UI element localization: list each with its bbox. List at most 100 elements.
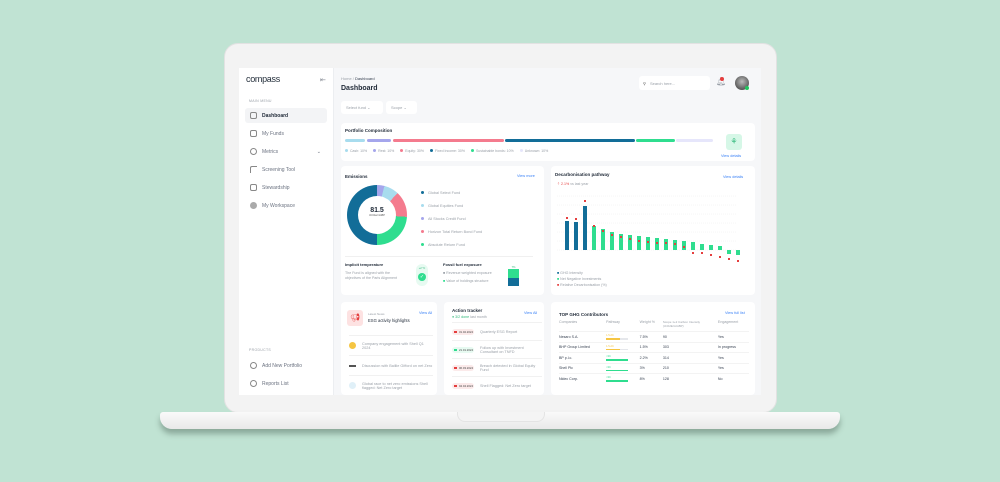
table-row[interactable]: Nidec Corp. <2C 8% 128 No xyxy=(559,373,749,384)
contributors-view-full-list-link[interactable]: View full list xyxy=(725,311,745,315)
action-item[interactable]: 04.04.2024 Shell Flagged: Net Zero target xyxy=(452,376,542,394)
fossil-item-revenue: ■ Revenue weighted exposure xyxy=(443,271,492,275)
bar-rest xyxy=(367,139,391,142)
notification-bell-icon[interactable]: 🔔︎ xyxy=(716,77,727,86)
app-screen: compass ⇤ MAIN MENU Dashboard My Funds M… xyxy=(239,68,761,395)
implicit-temperature-title: Implicit temperature xyxy=(345,262,384,267)
search-input[interactable]: ⚲ Search here... xyxy=(639,76,710,90)
chevron-down-icon: ⌄ xyxy=(316,148,321,155)
screening-icon xyxy=(250,166,257,173)
emissions-center-value: 81.5 xyxy=(370,207,384,214)
emissions-center-unit: tCO2e/mGBP xyxy=(369,214,385,217)
sidebar-item-stewardship[interactable]: Stewardship xyxy=(245,180,327,195)
action-item[interactable]: 21.01.2024 Follow up with Investment Cons… xyxy=(452,340,542,358)
bar-equity xyxy=(393,139,504,142)
online-status-dot xyxy=(745,86,749,90)
fossil-stacked-bar: 7% xyxy=(508,266,519,288)
sidebar-item-screening-tool[interactable]: Screening Tool xyxy=(245,162,327,177)
logo: compass xyxy=(246,74,280,84)
news-title: ESG activity highlights xyxy=(368,318,410,323)
fossil-item-holdings: ■ Value of holdings structure xyxy=(443,279,489,283)
decarb-change: ⇡ 2.1% vs last year xyxy=(557,182,589,186)
news-item[interactable]: Global race to net zero emissions Shell … xyxy=(349,375,433,395)
breadcrumb-current: Dashboard xyxy=(355,76,375,81)
action-done-status: ● 3/2 done last month xyxy=(452,315,487,319)
decarb-view-details-link[interactable]: View details xyxy=(723,175,744,179)
action-tracker-card: Action tracker View All ● 3/2 done last … xyxy=(444,302,544,395)
megaphone-icon: 📢︎ xyxy=(347,310,363,326)
legend-horizon-fund: Horizon Total Return Bond Fund xyxy=(421,225,482,238)
sidebar: compass ⇤ MAIN MENU Dashboard My Funds M… xyxy=(239,68,334,395)
sidebar-item-dashboard[interactable]: Dashboard xyxy=(245,108,327,123)
emissions-donut-chart: 81.5 tCO2e/mGBP xyxy=(347,185,407,245)
search-icon: ⚲ xyxy=(643,80,646,86)
action-view-all-link[interactable]: View All xyxy=(524,311,538,315)
news-view-all-link[interactable]: View All xyxy=(419,311,433,315)
portfolio-view-details-link[interactable]: View details xyxy=(721,154,742,158)
decarbonisation-card: Decarbonisation pathway View details ⇡ 2… xyxy=(551,166,755,295)
products-label: PRODUCTS xyxy=(249,348,272,352)
workspace-icon xyxy=(250,202,257,209)
home-icon xyxy=(250,112,257,119)
add-circle-icon xyxy=(250,362,257,369)
contributors-title: TOP GHG Contributors xyxy=(559,312,609,317)
breadcrumb-home[interactable]: Home xyxy=(341,76,352,81)
fossil-fuel-title: Fossil fuel exposure xyxy=(443,262,482,267)
decarb-title: Decarbonisation pathway xyxy=(555,172,610,177)
bar-fixed-income xyxy=(505,139,635,142)
news-kicker: Latest News xyxy=(368,312,385,316)
temperature-badge: +2 °C ✓ xyxy=(416,264,428,286)
action-item[interactable]: 31.02.2024 Quarterly ESG Report xyxy=(452,322,542,340)
news-item[interactable]: Discussion with Baillie Gifford on net Z… xyxy=(349,355,433,375)
portfolio-legend: Cash: 10% Rest: 10% Equity: 30% Fixed In… xyxy=(345,149,548,153)
fund-select[interactable]: Select fund ⌄ xyxy=(341,101,383,114)
emissions-title: Emissions xyxy=(345,174,368,179)
table-row[interactable]: BP p.l.c. <2C 2.2% 314 Yes xyxy=(559,352,749,363)
avatar[interactable] xyxy=(735,76,749,90)
laptop-notch xyxy=(457,412,545,422)
main-menu-label: MAIN MENU xyxy=(249,99,272,103)
funds-icon xyxy=(250,130,257,137)
sidebar-item-metrics[interactable]: Metrics ⌄ xyxy=(245,144,327,159)
implicit-temperature-text: The Fund is aligned with the objectives … xyxy=(345,271,397,280)
baillie-gifford-logo-icon xyxy=(349,364,356,367)
sprout-icon: ⚘ xyxy=(726,134,742,150)
decarb-bar-chart xyxy=(557,195,740,262)
bar-cash xyxy=(345,139,365,142)
laptop-base xyxy=(160,412,840,429)
contributors-table: Companies Pathway Weight % Scope 1+2 Car… xyxy=(559,320,749,384)
table-row[interactable]: Nesaro S.A. 1.5-2C 7.5% 90 Yes xyxy=(559,331,749,342)
reports-icon xyxy=(250,380,257,387)
metrics-icon xyxy=(250,148,257,155)
emissions-card: Emissions View more 81.5 tCO2e/mGBP Glob… xyxy=(341,166,544,295)
scope-select[interactable]: Scope ⌄ xyxy=(386,101,417,114)
portfolio-composition-card: Portfolio Composition Cash: 10% Rest: 10… xyxy=(341,123,755,161)
sidebar-item-my-funds[interactable]: My Funds xyxy=(245,126,327,141)
table-row[interactable]: Shell Plc <2C 3% 210 Yes xyxy=(559,362,749,374)
sidebar-item-my-workspace[interactable]: My Workspace xyxy=(245,198,327,213)
legend-absolute-return-fund: Absolute Return Fund xyxy=(421,238,482,251)
notification-badge xyxy=(720,77,724,81)
action-tracker-title: Action tracker xyxy=(452,308,483,313)
legend-global-equities-fund: Global Equities Fund xyxy=(421,199,482,212)
stewardship-icon xyxy=(250,184,257,191)
bar-sustainable-bonds xyxy=(636,139,675,142)
main-content: Home / Dashboard Dashboard ⚲ Search here.… xyxy=(335,68,761,395)
legend-global-select-fund: Global Select Fund xyxy=(421,186,482,199)
sidebar-item-reports-list[interactable]: Reports List xyxy=(245,376,327,391)
action-item[interactable]: 06.03.2024 Breach detected in Global Equi… xyxy=(452,358,542,376)
page-title: Dashboard xyxy=(341,85,378,92)
emissions-view-more-link[interactable]: View more xyxy=(517,174,535,178)
portfolio-title: Portfolio Composition xyxy=(345,128,393,133)
bar-unknown xyxy=(676,139,713,142)
check-icon: ✓ xyxy=(418,273,426,281)
news-card: 📢︎ Latest News ESG activity highlights V… xyxy=(341,302,437,395)
breadcrumb: Home / Dashboard xyxy=(341,76,375,81)
table-row[interactable]: BHP Group Limited 1.5-2C 1.5% 303 In progres… xyxy=(559,341,749,353)
globe-logo-icon xyxy=(349,382,356,389)
collapse-menu-icon[interactable]: ⇤ xyxy=(320,77,326,84)
sidebar-item-add-new-portfolio[interactable]: Add New Portfolio xyxy=(245,358,327,373)
news-item[interactable]: Company engagement with Shell Q1 2024 xyxy=(349,335,433,355)
emissions-fund-legend: Global Select Fund Global Equities Fund … xyxy=(421,186,482,251)
ghg-contributors-card: TOP GHG Contributors View full list Comp… xyxy=(551,302,755,395)
